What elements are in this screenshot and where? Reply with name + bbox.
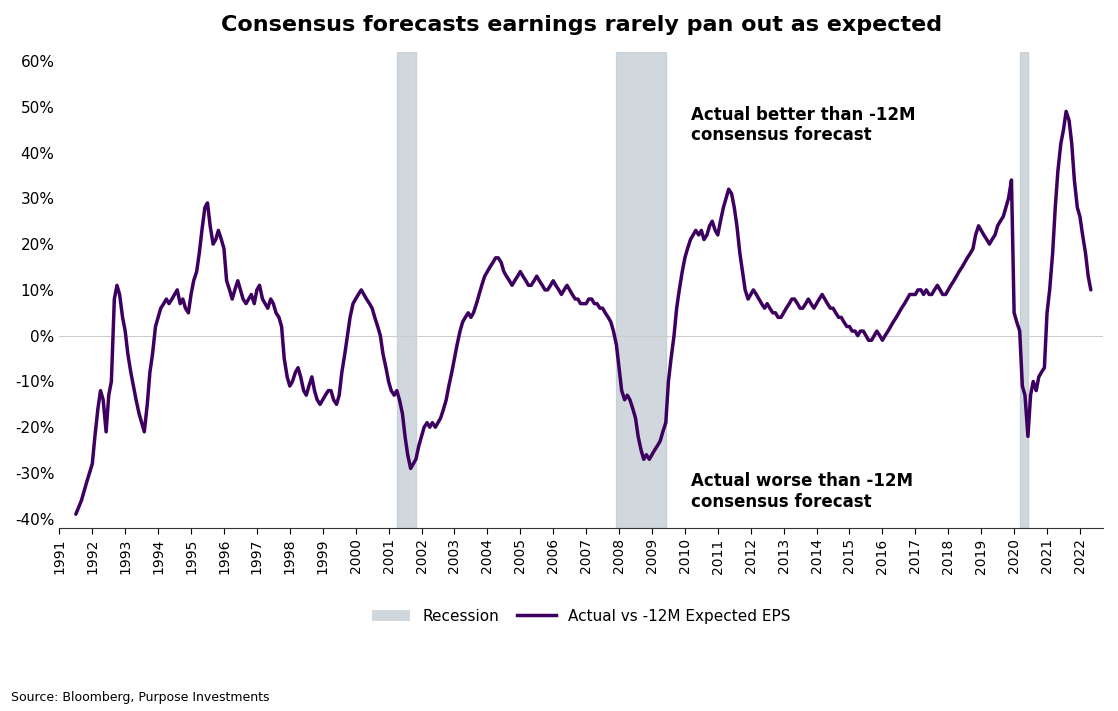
Bar: [1020, 52, 1027, 528]
Text: Source: Bloomberg, Purpose Investments: Source: Bloomberg, Purpose Investments: [11, 691, 269, 704]
Text: Actual better than -12M
consensus forecast: Actual better than -12M consensus foreca…: [691, 106, 916, 144]
Bar: [616, 52, 666, 528]
Title: Consensus forecasts earnings rarely pan out as expected: Consensus forecasts earnings rarely pan …: [220, 15, 941, 35]
Legend: Recession, Actual vs -12M Expected EPS: Recession, Actual vs -12M Expected EPS: [366, 603, 796, 630]
Text: Actual worse than -12M
consensus forecast: Actual worse than -12M consensus forecas…: [691, 472, 913, 510]
Bar: [397, 52, 416, 528]
